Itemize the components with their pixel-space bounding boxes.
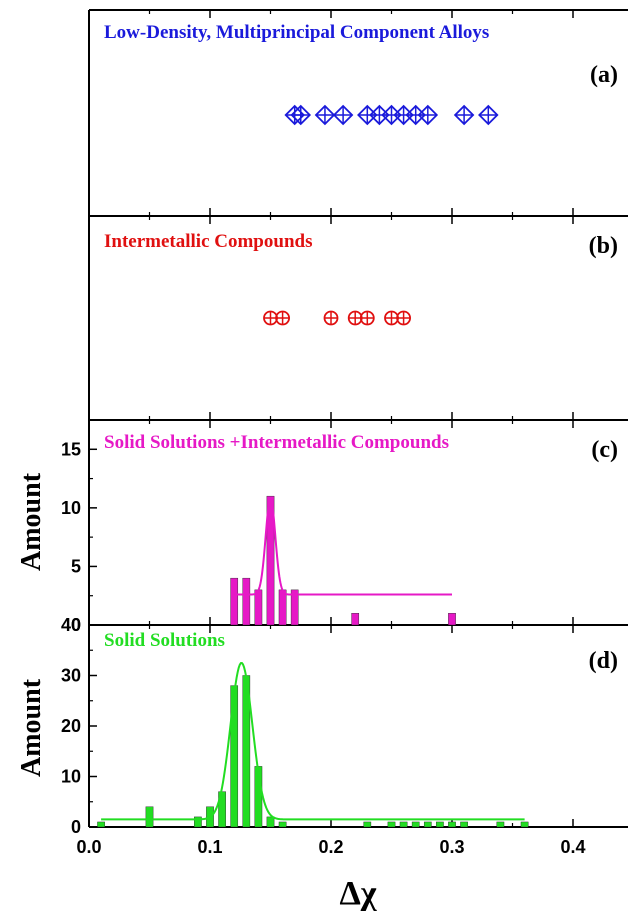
x-tick-label: 0.0 <box>76 837 101 857</box>
x-tick-label: 0.2 <box>318 837 343 857</box>
panel-a-point <box>290 104 312 126</box>
panel-c-bar <box>242 577 251 626</box>
panel-b-title: Intermetallic Compounds <box>104 231 312 252</box>
panel-d-y-tick-label: 40 <box>61 615 81 635</box>
panel-d-bar <box>436 821 444 828</box>
panel-c-bar <box>254 589 263 626</box>
panel-a-point <box>453 104 475 126</box>
panel-a-letter: (a) <box>590 62 618 88</box>
panel-d-bar <box>460 821 468 828</box>
panel-a-point <box>478 104 499 126</box>
panel-b-point <box>359 310 375 326</box>
panel-d-bar <box>496 821 505 828</box>
panel-d-bar <box>145 806 154 828</box>
x-tick-label: 0.1 <box>197 837 222 857</box>
panel-b-point <box>275 310 291 326</box>
panel-a-title: Low-Density, Multiprincipal Component Al… <box>104 22 489 43</box>
x-tick-label: 0.4 <box>560 837 585 857</box>
panel-c-bar <box>290 589 299 626</box>
panel-d-bar <box>230 685 239 828</box>
panel-d-bar <box>387 821 396 828</box>
panel-d-y-tick-label: 10 <box>61 767 81 787</box>
x-axis-label: Δχ <box>339 875 376 912</box>
panel-c-y-tick-label: 10 <box>61 498 81 518</box>
panel-b-point <box>347 310 363 326</box>
panel-d-fit-curve <box>101 661 525 821</box>
panel-d-bar <box>278 821 287 828</box>
panel-d-y-tick-label: 20 <box>61 716 81 736</box>
panel-d-y-tick-label: 30 <box>61 666 81 686</box>
panel-c-title: Solid Solutions +Intermetallic Compounds <box>104 432 449 453</box>
panel-d-title: Solid Solutions <box>104 630 225 651</box>
panel-b-letter: (b) <box>589 233 618 259</box>
panel-d-bar <box>97 821 105 828</box>
text-marks: Low-Density, Multiprincipal Component Al… <box>16 22 618 912</box>
panel-c-bar <box>278 589 287 626</box>
panel-a-point <box>332 104 354 126</box>
panel-c-bar <box>230 577 239 626</box>
panel-c-bar <box>266 495 275 626</box>
panel-d-bar <box>448 821 456 828</box>
panel-c-letter: (c) <box>591 437 618 463</box>
panel-d-bar <box>411 821 420 828</box>
panel-b-point <box>263 310 278 326</box>
panel-c-y-tick-label: 5 <box>71 556 81 576</box>
panel-d-y-tick-label: 0 <box>71 817 81 837</box>
panel-c-bar <box>351 613 360 626</box>
panel-d-bar <box>399 821 408 828</box>
panel-c-ylabel: Amount <box>16 472 47 571</box>
panel-c-y-tick-label: 0 <box>71 615 81 635</box>
panel-c-bar <box>448 613 456 626</box>
data-marks <box>97 104 529 828</box>
panel-d-letter: (d) <box>589 648 618 674</box>
panel-b-point <box>384 310 399 326</box>
tick-labels: 0.0 0.1 0.2 0.3 0.4 0 5 10 15 0 10 20 30 40 <box>61 439 586 857</box>
panel-frames <box>88 9 628 828</box>
panel-d-bar <box>363 821 372 828</box>
panel-b-point <box>396 310 412 326</box>
x-tick-label: 0.3 <box>439 837 464 857</box>
panel-a-point <box>314 104 336 126</box>
panel-c-y-tick-label: 15 <box>61 439 81 459</box>
panel-d-bar <box>520 821 529 828</box>
panel-d-bar <box>194 816 202 828</box>
panel-a-point <box>417 104 439 126</box>
panel-d-bar <box>423 821 432 828</box>
panel-d-ylabel: Amount <box>16 678 47 777</box>
panel-d-bar <box>266 816 275 828</box>
panel-c-fit-curve <box>234 497 452 596</box>
panel-b-point <box>323 310 339 326</box>
